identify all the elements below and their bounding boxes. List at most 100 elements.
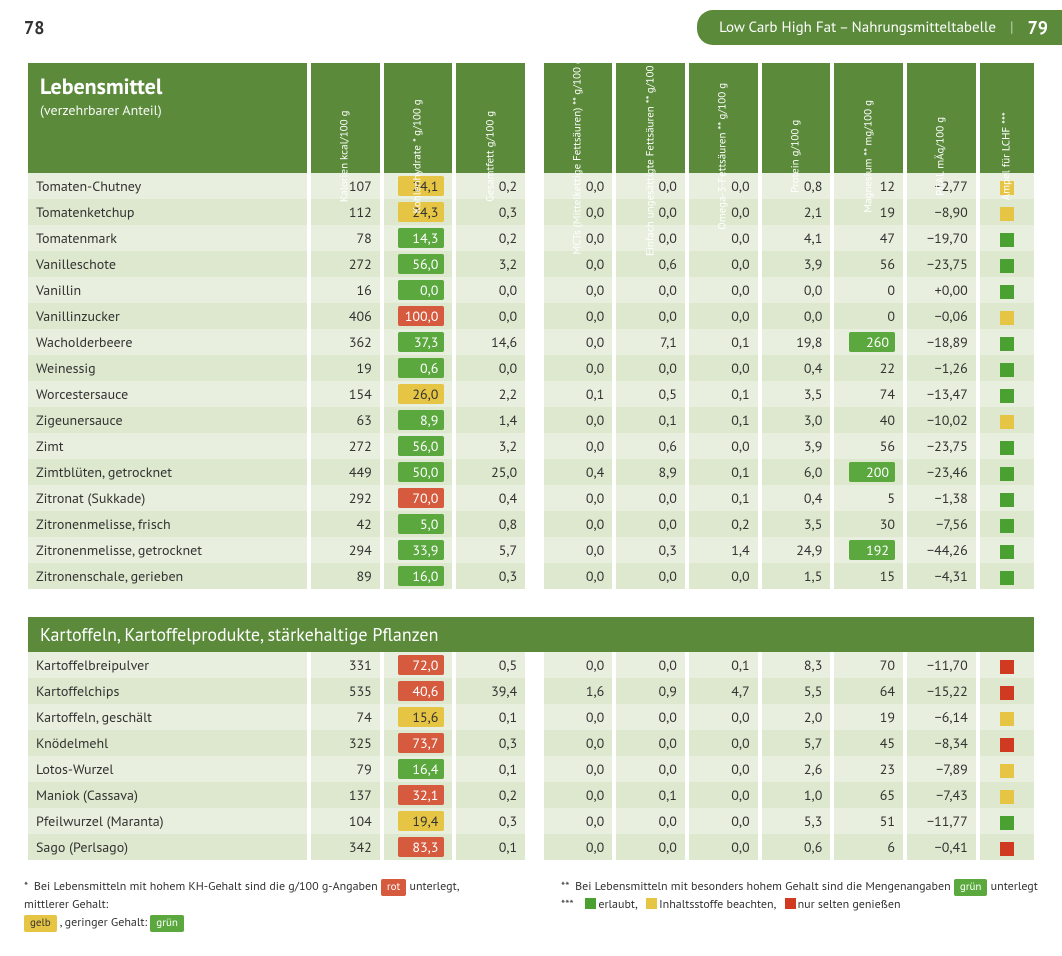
food-name: Zitronenschale, gerieben: [28, 563, 307, 589]
ampel-red-icon: [1000, 660, 1014, 674]
ampel-yellow-icon: [1000, 415, 1014, 429]
page-number-right: 79: [1028, 16, 1048, 39]
ampel-cell: [980, 277, 1034, 303]
ampel-cell: [980, 563, 1034, 589]
food-name: Zimt: [28, 433, 307, 459]
food-name: Sago (Perlsago): [28, 834, 307, 860]
food-name: Maniok (Cassava): [28, 782, 307, 808]
table-row: Weinessig190,60,00,00,00,00,422−1,26: [28, 355, 1034, 381]
ampel-cell: [980, 303, 1034, 329]
chip-gelb: gelb: [24, 915, 57, 932]
food-name: Kartoffelchips: [28, 678, 307, 704]
ampel-red-icon: [1000, 842, 1014, 856]
ampel-cell: [980, 808, 1034, 834]
food-name: Kartoffelbreipulver: [28, 652, 307, 678]
table-row: Knödelmehl32573,70,30,00,00,05,745−8,34: [28, 730, 1034, 756]
food-name: Zimtblüten, getrocknet: [28, 459, 307, 485]
table-row: Worcestersauce15426,02,20,10,50,13,574−1…: [28, 381, 1034, 407]
ampel-cell: [980, 537, 1034, 563]
chip-gruen: grün: [150, 915, 184, 932]
col-prot: Protein g/100 g: [762, 63, 831, 173]
ampel-cell: [980, 756, 1034, 782]
table-head: Lebensmittel (verzehrbarer Anteil) Kalor…: [28, 63, 1034, 173]
ampel-green-icon: [1000, 816, 1014, 830]
table-row: Tomatenmark7814,30,20,00,00,04,147−19,70: [28, 225, 1034, 251]
table-row: Kartoffeln, geschält7415,60,10,00,00,02,…: [28, 704, 1034, 730]
ampel-red-icon: [1000, 738, 1014, 752]
table-row: Vanillinzucker406100,00,00,00,00,00,00−0…: [28, 303, 1034, 329]
food-name: Tomatenketchup: [28, 199, 307, 225]
table-row: Vanillin160,00,00,00,00,00,00+0,00: [28, 277, 1034, 303]
food-name: Wacholderbeere: [28, 329, 307, 355]
page-header: 78 Low Carb High Fat – Nahrungsmitteltab…: [24, 0, 1038, 63]
table-row: Kartoffelchips53540,639,41,60,94,75,564−…: [28, 678, 1034, 704]
food-name: Zigeunersauce: [28, 407, 307, 433]
legend-green-icon: [585, 898, 596, 909]
col-name: Lebensmittel (verzehrbarer Anteil): [28, 63, 307, 173]
food-name: Worcestersauce: [28, 381, 307, 407]
table-row: Tomaten-Chutney10724,10,20,00,00,00,812−…: [28, 173, 1034, 199]
ampel-green-icon: [1000, 233, 1014, 247]
food-name: Lotos-Wurzel: [28, 756, 307, 782]
legend-red-icon: [785, 898, 796, 909]
chip-rot: rot: [381, 879, 406, 896]
ampel-yellow-icon: [1000, 207, 1014, 221]
chapter-pill: Low Carb High Fat – Nahrungsmitteltabell…: [697, 10, 1062, 45]
ampel-green-icon: [1000, 285, 1014, 299]
table-row: Kartoffelbreipulver33172,00,50,00,00,18,…: [28, 652, 1034, 678]
ampel-green-icon: [1000, 363, 1014, 377]
col-gap: [529, 63, 539, 173]
food-name: Zitronat (Sukkade): [28, 485, 307, 511]
col-fett: Gesamtfett g/100 g: [456, 63, 525, 173]
ampel-cell: [980, 730, 1034, 756]
ampel-cell: [980, 225, 1034, 251]
ampel-cell: [980, 251, 1034, 277]
ampel-cell: [980, 678, 1034, 704]
food-name: Pfeilwurzel (Maranta): [28, 808, 307, 834]
ampel-green-icon: [1000, 467, 1014, 481]
ampel-cell: [980, 834, 1034, 860]
ampel-green-icon: [1000, 571, 1014, 585]
ampel-green-icon: [1000, 493, 1014, 507]
col-mg: Magnesium ** mg/100 g: [834, 63, 903, 173]
table-row: Wacholderbeere36237,314,60,07,10,119,826…: [28, 329, 1034, 355]
food-name: Weinessig: [28, 355, 307, 381]
table-row: Zimtblüten, getrocknet44950,025,00,48,90…: [28, 459, 1034, 485]
section-header: Kartoffeln, Kartoffelprodukte, stärkehal…: [28, 617, 1034, 652]
ampel-cell: [980, 485, 1034, 511]
nutrition-table: Lebensmittel (verzehrbarer Anteil) Kalor…: [24, 63, 1038, 860]
table-row: Tomatenketchup11224,30,30,00,00,02,119−8…: [28, 199, 1034, 225]
col-pral: PRAL mÄq/100 g: [907, 63, 976, 173]
food-name: Kartoffeln, geschält: [28, 704, 307, 730]
food-name: Tomatenmark: [28, 225, 307, 251]
table-row: Pfeilwurzel (Maranta)10419,40,30,00,00,0…: [28, 808, 1034, 834]
footnotes: * Bei Lebensmitteln mit hohem KH-Gehalt …: [24, 878, 1038, 932]
food-name: Zitronenmelisse, getrocknet: [28, 537, 307, 563]
table-row: Zitronenmelisse, getrocknet29433,95,70,0…: [28, 537, 1034, 563]
food-name: Vanillinzucker: [28, 303, 307, 329]
table-row: Lotos-Wurzel7916,40,10,00,00,02,623−7,89: [28, 756, 1034, 782]
col-ampel: Ampel für LCHF ***: [980, 63, 1034, 173]
ampel-green-icon: [1000, 545, 1014, 559]
col-mct: MCTs (Mittelket­tige Fettsäuren) ** g/10…: [544, 63, 613, 173]
ampel-green-icon: [1000, 519, 1014, 533]
ampel-green-icon: [1000, 441, 1014, 455]
ampel-red-icon: [1000, 686, 1014, 700]
ampel-cell: [980, 782, 1034, 808]
col-o3: Omega-3-Fettsäuren ** g/100 g: [689, 63, 758, 173]
ampel-cell: [980, 433, 1034, 459]
ampel-cell: [980, 381, 1034, 407]
ampel-yellow-icon: [1000, 311, 1014, 325]
table-row: Zitronenmelisse, frisch425,00,80,00,00,2…: [28, 511, 1034, 537]
col-mufa: Einfach ungesättigte Fettsäuren ** g/100…: [616, 63, 685, 173]
table-row: Zitronat (Sukkade)29270,00,40,00,00,10,4…: [28, 485, 1034, 511]
chapter-title: Low Carb High Fat – Nahrungsmitteltabell…: [719, 18, 996, 37]
food-name: Vanillin: [28, 277, 307, 303]
food-name: Vanilleschote: [28, 251, 307, 277]
ampel-yellow-icon: [1000, 790, 1014, 804]
chip-gruen-2: grün: [954, 879, 988, 896]
col-kh: Kohlenhydrate * g/100 g: [384, 63, 453, 173]
food-name: Knödelmehl: [28, 730, 307, 756]
table-row: Maniok (Cassava)13732,10,20,00,10,01,065…: [28, 782, 1034, 808]
ampel-green-icon: [1000, 389, 1014, 403]
